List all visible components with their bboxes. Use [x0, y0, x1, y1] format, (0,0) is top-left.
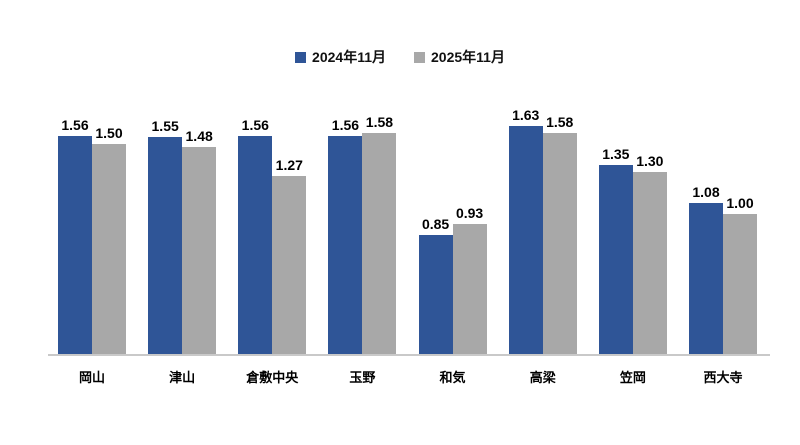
bar-column: 1.08 [688, 183, 723, 354]
value-label: 1.00 [726, 194, 754, 211]
bar [508, 126, 543, 354]
legend-swatch-2024 [295, 51, 307, 63]
bar-column: 1.63 [508, 106, 543, 354]
category-label: 岡山 [78, 370, 105, 385]
bar [92, 144, 126, 354]
bar-group: 0.85 0.93 [418, 204, 487, 354]
bar-group: 1.08 1.00 [688, 183, 757, 354]
value-label: 1.48 [185, 127, 213, 144]
bar [452, 224, 487, 354]
bar-column: 1.00 [722, 194, 757, 354]
bar [182, 147, 217, 354]
bar [632, 172, 667, 354]
bar-group: 1.56 1.58 [328, 113, 397, 354]
value-label: 1.35 [602, 145, 630, 162]
legend-label-2025: 2025年11月 [431, 49, 505, 65]
bar-group: 1.56 1.50 [58, 116, 126, 354]
bar-group: 1.35 1.30 [598, 145, 667, 354]
value-label: 1.55 [151, 117, 179, 134]
category-label: 津山 [169, 370, 196, 385]
bar-column: 1.48 [182, 127, 217, 354]
bar [722, 214, 757, 354]
value-label: 1.27 [275, 156, 303, 173]
value-label: 1.58 [546, 113, 574, 130]
category-label: 玉野 [349, 370, 376, 385]
value-label: 1.56 [331, 116, 360, 133]
bar [598, 165, 633, 354]
legend-item-2025: 2025年11月 [414, 47, 505, 67]
bar-column: 0.85 [418, 215, 453, 354]
bar-column: 1.30 [632, 152, 667, 354]
bar [272, 176, 307, 354]
bar [328, 136, 363, 354]
bar-group: 1.56 1.27 [238, 116, 307, 354]
bar [418, 235, 453, 354]
bar-column: 1.55 [148, 117, 183, 354]
plot-area: 1.56 1.50 1.55 1.48 1.56 1.27 1.56 1.58 0.85 0.93… [48, 100, 770, 354]
value-label: 1.30 [636, 152, 664, 169]
x-axis-line [48, 354, 770, 356]
value-label: 1.08 [692, 183, 720, 200]
category-label: 和気 [439, 370, 466, 385]
bar-column: 1.50 [92, 124, 126, 354]
legend-swatch-2025 [414, 51, 425, 63]
bar-column: 1.58 [362, 113, 397, 354]
bar-column: 1.27 [272, 156, 307, 354]
category-label: 高梁 [529, 370, 556, 385]
value-label: 1.58 [365, 113, 394, 130]
legend-item-2024: 2024年11月 [295, 47, 386, 67]
bar [362, 133, 397, 354]
value-label: 1.56 [61, 116, 89, 133]
bar [58, 136, 92, 354]
bar-column: 1.56 [238, 116, 273, 354]
value-label: 0.85 [421, 215, 450, 232]
bar [542, 133, 577, 354]
bar [238, 136, 273, 354]
bar [688, 203, 723, 354]
value-label: 1.50 [95, 124, 123, 141]
bar-column: 1.35 [598, 145, 633, 354]
category-label: 西大寺 [703, 370, 743, 385]
bar-group: 1.55 1.48 [148, 117, 217, 354]
category-axis: 岡山 津山 倉敷中央 玉野 和気 高梁 笠岡 西大寺 [48, 367, 770, 386]
bar-column: 1.58 [542, 113, 577, 354]
bar-column: 1.56 [328, 116, 363, 354]
bar-column: 0.93 [452, 204, 487, 354]
value-label: 0.93 [455, 204, 484, 221]
value-label: 1.63 [512, 106, 540, 123]
legend-label-2024: 2024年11月 [312, 49, 386, 65]
chart-legend: 2024年11月 2025年11月 [0, 47, 800, 67]
bar-column: 1.56 [58, 116, 92, 354]
category-label: 笠岡 [619, 370, 646, 385]
bar-group: 1.63 1.58 [508, 106, 577, 354]
bar [148, 137, 183, 354]
value-label: 1.56 [241, 116, 269, 133]
category-label: 倉敷中央 [246, 370, 299, 385]
